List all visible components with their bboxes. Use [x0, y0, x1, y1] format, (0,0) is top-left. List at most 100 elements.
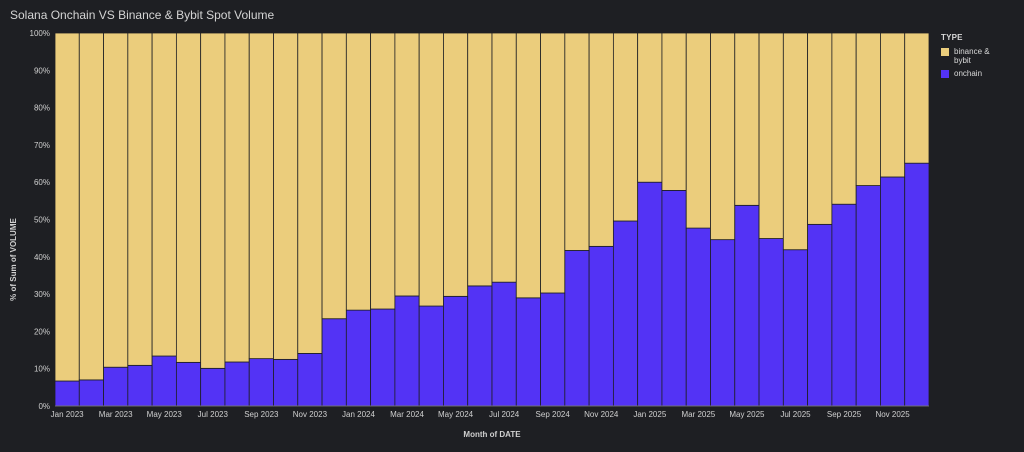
bar-onchain[interactable] — [491, 281, 517, 407]
y-tick-label: 10% — [34, 365, 50, 374]
x-tick-label: Sep 2024 — [536, 410, 571, 419]
bar-onchain[interactable] — [224, 361, 250, 407]
x-tick-label: May 2023 — [147, 410, 183, 419]
bar-binance-bybit[interactable] — [661, 32, 687, 191]
bar-onchain[interactable] — [127, 364, 153, 407]
bar-binance-bybit[interactable] — [370, 32, 396, 310]
bar-onchain[interactable] — [685, 227, 711, 407]
bar-binance-bybit[interactable] — [734, 32, 760, 206]
bar-binance-bybit[interactable] — [685, 32, 711, 229]
bar-onchain[interactable] — [588, 245, 614, 407]
bar-onchain[interactable] — [612, 220, 639, 407]
y-tick-label: 40% — [34, 253, 50, 262]
y-tick-label: 0% — [38, 402, 50, 411]
bar-binance-bybit[interactable] — [515, 32, 541, 299]
legend-item-binance-bybit[interactable]: binance & bybit — [941, 47, 1019, 65]
bar-onchain[interactable] — [710, 239, 736, 407]
bar-onchain[interactable] — [467, 285, 493, 407]
x-tick-label: Nov 2025 — [875, 410, 910, 419]
legend-swatch-onchain — [941, 70, 949, 78]
y-tick-label: 70% — [34, 141, 50, 150]
bar-binance-bybit[interactable] — [321, 32, 347, 320]
x-tick-label: Sep 2023 — [244, 410, 279, 419]
x-tick-label: Nov 2024 — [584, 410, 619, 419]
bar-onchain[interactable] — [273, 358, 299, 407]
bar-binance-bybit[interactable] — [394, 32, 420, 297]
x-tick-label: Sep 2025 — [827, 410, 862, 419]
bar-binance-bybit[interactable] — [224, 32, 250, 363]
bar-binance-bybit[interactable] — [782, 32, 809, 251]
bar-binance-bybit[interactable] — [175, 32, 202, 363]
bar-onchain[interactable] — [175, 361, 202, 407]
y-tick-label: 30% — [34, 290, 50, 299]
bar-binance-bybit[interactable] — [588, 32, 614, 247]
legend-item-onchain[interactable]: onchain — [941, 69, 1019, 78]
x-axis-title: Month of DATE — [463, 430, 521, 439]
y-tick-label: 50% — [34, 216, 50, 225]
bar-binance-bybit[interactable] — [467, 32, 493, 287]
bar-binance-bybit[interactable] — [345, 32, 372, 311]
bar-onchain[interactable] — [345, 309, 372, 407]
legend-label: onchain — [954, 69, 983, 78]
bar-onchain[interactable] — [151, 355, 177, 407]
bar-onchain[interactable] — [782, 249, 809, 407]
bar-onchain[interactable] — [200, 367, 226, 407]
bar-binance-bybit[interactable] — [564, 32, 590, 251]
bar-binance-bybit[interactable] — [710, 32, 736, 241]
bar-onchain[interactable] — [855, 185, 881, 407]
bar-binance-bybit[interactable] — [127, 32, 153, 366]
bar-binance-bybit[interactable] — [612, 32, 639, 222]
chart-title: Solana Onchain VS Binance & Bybit Spot V… — [10, 8, 275, 22]
bar-binance-bybit[interactable] — [807, 32, 833, 225]
bar-onchain[interactable] — [418, 305, 444, 407]
bar-binance-bybit[interactable] — [758, 32, 784, 239]
x-tick-label: Mar 2024 — [390, 410, 424, 419]
bar-binance-bybit[interactable] — [637, 32, 663, 183]
bar-binance-bybit[interactable] — [540, 32, 566, 294]
bar-onchain[interactable] — [515, 297, 541, 407]
bar-binance-bybit[interactable] — [200, 32, 226, 369]
bar-binance-bybit[interactable] — [248, 32, 274, 360]
bar-onchain[interactable] — [321, 318, 347, 407]
bar-onchain[interactable] — [564, 250, 590, 407]
bar-binance-bybit[interactable] — [491, 32, 517, 283]
bar-binance-bybit[interactable] — [273, 32, 299, 360]
x-tick-label: Jan 2023 — [51, 410, 84, 419]
bar-binance-bybit[interactable] — [151, 32, 177, 357]
bar-binance-bybit[interactable] — [855, 32, 881, 186]
bar-onchain[interactable] — [540, 292, 566, 407]
y-axis-title: % of Sum of VOLUME — [9, 218, 18, 301]
legend-label: binance & bybit — [954, 47, 990, 65]
x-tick-label: Jan 2025 — [633, 410, 666, 419]
bar-onchain[interactable] — [807, 223, 833, 407]
bar-binance-bybit[interactable] — [443, 32, 469, 297]
bar-onchain[interactable] — [297, 353, 323, 407]
bar-onchain[interactable] — [880, 176, 906, 407]
bar-onchain[interactable] — [758, 238, 784, 407]
bar-onchain[interactable] — [370, 308, 396, 407]
bar-binance-bybit[interactable] — [78, 32, 104, 381]
bar-onchain[interactable] — [394, 295, 420, 407]
y-tick-label: 90% — [34, 66, 50, 75]
bar-binance-bybit[interactable] — [880, 32, 906, 178]
bar-onchain[interactable] — [734, 204, 760, 407]
bar-onchain[interactable] — [78, 379, 104, 407]
bar-onchain[interactable] — [443, 295, 469, 407]
bar-onchain[interactable] — [54, 380, 80, 407]
bar-onchain[interactable] — [637, 181, 663, 407]
bar-onchain[interactable] — [904, 162, 930, 407]
bar-binance-bybit[interactable] — [103, 32, 129, 368]
bar-binance-bybit[interactable] — [54, 32, 80, 382]
bar-binance-bybit[interactable] — [418, 32, 444, 307]
y-axis: 0% 10% 20% 30% 40% 50% 60% 70% 80% 90% 100% — [30, 29, 50, 411]
bar-binance-bybit[interactable] — [297, 32, 323, 354]
bar-onchain[interactable] — [661, 190, 687, 407]
x-tick-label: Mar 2023 — [99, 410, 133, 419]
bar-onchain[interactable] — [248, 358, 274, 407]
bar-binance-bybit[interactable] — [904, 32, 930, 164]
legend-title: TYPE — [941, 33, 963, 42]
bar-onchain[interactable] — [103, 366, 129, 407]
bar-onchain[interactable] — [831, 203, 857, 407]
bar-binance-bybit[interactable] — [831, 32, 857, 205]
